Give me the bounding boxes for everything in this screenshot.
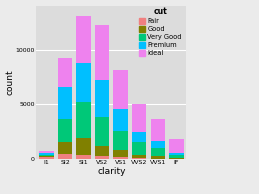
Bar xyxy=(95,117,109,146)
Bar xyxy=(58,58,72,87)
Bar xyxy=(132,132,146,142)
Bar xyxy=(150,119,165,141)
Bar xyxy=(150,157,165,158)
Bar xyxy=(132,155,146,158)
X-axis label: clarity: clarity xyxy=(97,167,126,176)
Bar xyxy=(132,142,146,155)
Bar xyxy=(76,63,91,102)
Bar xyxy=(169,155,184,158)
Bar xyxy=(113,131,128,150)
Bar xyxy=(113,157,128,159)
Bar xyxy=(95,146,109,156)
Bar xyxy=(113,150,128,157)
Bar xyxy=(76,16,91,63)
Bar xyxy=(39,157,54,159)
Bar xyxy=(169,158,184,159)
Bar xyxy=(95,25,109,80)
Bar xyxy=(113,109,128,131)
Bar xyxy=(95,80,109,117)
Bar xyxy=(150,148,165,157)
Bar xyxy=(39,151,54,152)
Bar xyxy=(76,102,91,138)
Y-axis label: count: count xyxy=(5,70,14,95)
Bar xyxy=(58,154,72,159)
Bar xyxy=(132,158,146,159)
Bar xyxy=(150,141,165,148)
Bar xyxy=(39,152,54,155)
Bar xyxy=(169,153,184,155)
Bar xyxy=(95,156,109,159)
Bar xyxy=(169,139,184,153)
Bar xyxy=(58,142,72,154)
Bar xyxy=(150,158,165,159)
Bar xyxy=(58,87,72,119)
Bar xyxy=(58,119,72,142)
Bar xyxy=(76,138,91,155)
Bar xyxy=(132,104,146,132)
Legend: Fair, Good, Very Good, Premium, Ideal: Fair, Good, Very Good, Premium, Ideal xyxy=(137,6,183,57)
Bar xyxy=(39,156,54,157)
Bar xyxy=(76,155,91,159)
Bar xyxy=(39,155,54,156)
Bar xyxy=(113,70,128,109)
